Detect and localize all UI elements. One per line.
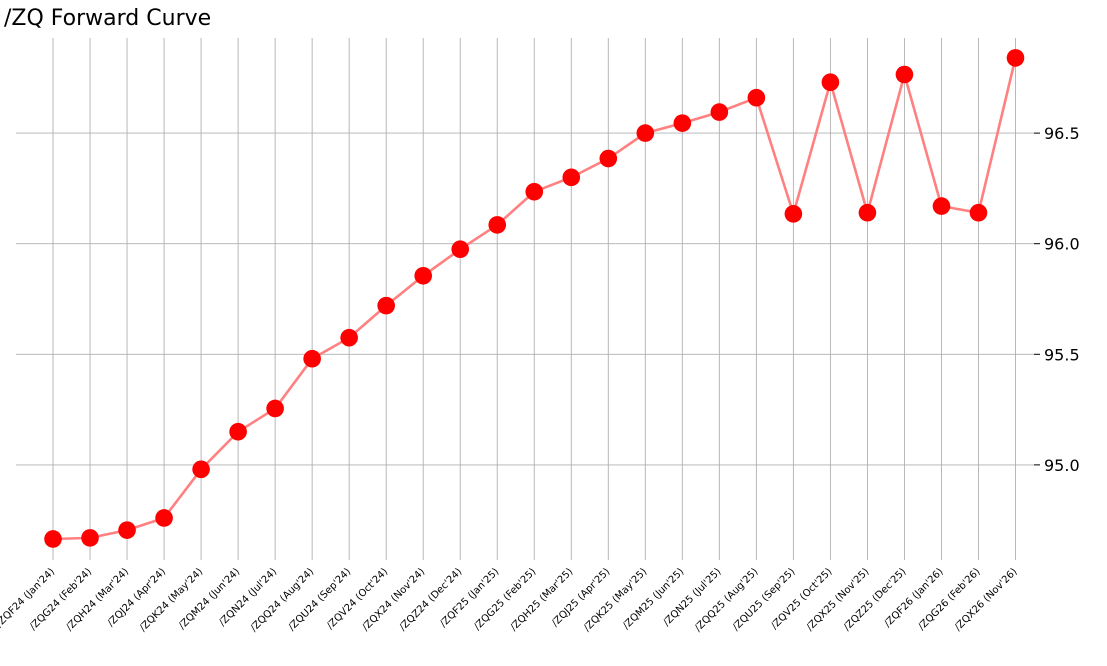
chart-title: /ZQ Forward Curve — [4, 6, 212, 31]
y-tick-label: 96.5 — [1044, 124, 1080, 143]
grid-layer — [16, 38, 1034, 560]
data-point — [192, 460, 210, 479]
data-point — [451, 240, 470, 259]
data-point — [414, 266, 433, 285]
x-tick-label: /ZQG25 (Feb'25) — [472, 566, 538, 632]
y-tick-label: 95.5 — [1044, 345, 1080, 364]
x-tick-label: /ZQG24 (Feb'24) — [28, 566, 94, 632]
data-point — [266, 399, 284, 418]
x-tick-label: /ZQX25 (Nov'25) — [805, 566, 872, 633]
x-tick-label: /ZQQ24 (Aug'24) — [249, 566, 317, 634]
x-tick-label: /ZQF24 (Jan'24) — [0, 566, 57, 629]
data-point — [673, 114, 692, 132]
data-point — [81, 529, 99, 547]
x-tick-label: /ZQQ25 (Aug'25) — [693, 566, 761, 634]
data-point — [525, 182, 544, 201]
data-point — [1006, 49, 1025, 67]
data-point — [562, 168, 581, 187]
data-point — [784, 205, 803, 223]
x-axis-ticks: /ZQF24 (Jan'24)/ZQG24 (Feb'24)/ZQH24 (Ma… — [0, 566, 1020, 634]
y-axis-ticks: 95.0 95.5 96.0 96.5 — [1034, 124, 1080, 475]
data-point — [599, 149, 618, 168]
data-point — [303, 349, 321, 368]
data-point — [488, 216, 507, 234]
data-point — [969, 203, 988, 222]
data-point — [821, 73, 840, 92]
data-point — [118, 521, 136, 539]
data-point — [636, 124, 655, 142]
x-tick-label: /ZQK24 (May'24) — [138, 566, 206, 634]
x-tick-label: /ZQU24 (Sep'24) — [287, 566, 354, 633]
x-tick-label: /ZQK25 (May'25) — [582, 566, 650, 634]
data-point — [44, 530, 62, 548]
marker-layer — [44, 49, 1025, 548]
data-point — [710, 103, 729, 121]
x-tick-label: /ZQZ24 (Dec'24) — [398, 566, 465, 633]
data-point — [155, 509, 173, 527]
data-point — [377, 296, 395, 315]
x-tick-label: /ZQH25 (Mar'25) — [508, 566, 575, 633]
x-tick-label: /ZQZ25 (Dec'25) — [842, 566, 909, 633]
data-point — [747, 88, 766, 107]
y-tick-label: 96.0 — [1044, 235, 1080, 254]
data-point — [340, 328, 358, 347]
x-tick-label: /ZQU25 (Sep'25) — [731, 566, 798, 633]
x-tick-label: /ZQG26 (Feb'26) — [916, 566, 982, 632]
y-tick-label: 95.0 — [1044, 456, 1080, 475]
x-tick-label: /ZQX26 (Nov'26) — [953, 566, 1020, 633]
data-point — [895, 65, 914, 84]
data-point — [932, 197, 951, 215]
data-point — [229, 422, 247, 441]
data-point — [858, 203, 877, 222]
x-tick-label: /ZQX24 (Nov'24) — [360, 566, 427, 633]
x-tick-label: /ZQH24 (Mar'24) — [64, 566, 131, 633]
